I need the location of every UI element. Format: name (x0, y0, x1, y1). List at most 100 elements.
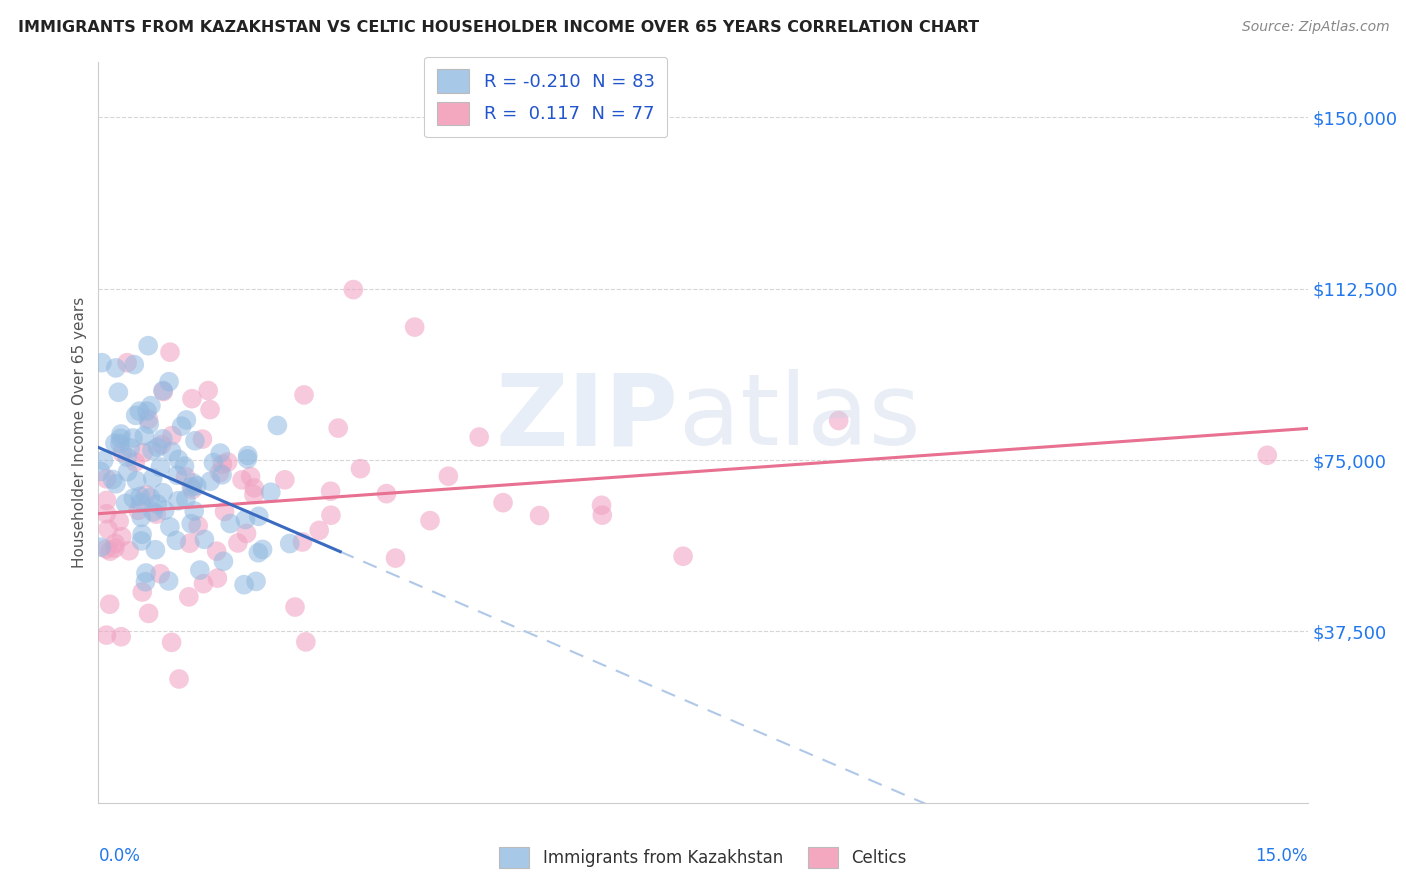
Point (135, 488, 157, 502)
Point (245, 574, 267, 589)
Point (235, 512, 257, 526)
Text: ZIP: ZIP (496, 369, 679, 467)
Point (188, 563, 211, 577)
Point (152, 432, 174, 446)
Point (179, 536, 201, 550)
Point (177, 590, 200, 604)
Point (198, 402, 221, 417)
Point (180, 480, 202, 494)
Point (202, 456, 225, 470)
Point (134, 574, 156, 589)
Point (108, 514, 131, 528)
Point (591, 508, 613, 522)
Point (139, 491, 162, 505)
Point (110, 630, 132, 644)
Point (104, 476, 127, 491)
Point (139, 399, 162, 413)
Point (150, 437, 173, 451)
Point (120, 441, 142, 455)
Point (170, 419, 193, 434)
Point (115, 356, 138, 370)
Point (231, 473, 253, 487)
Point (97, 522, 120, 536)
Point (93, 453, 115, 467)
Point (181, 483, 204, 497)
Point (205, 544, 228, 558)
Point (111, 446, 134, 460)
Point (247, 509, 270, 524)
Point (138, 417, 160, 431)
Point (260, 485, 283, 500)
Text: IMMIGRANTS FROM KAZAKHSTAN VS CELTIC HOUSEHOLDER INCOME OVER 65 YEARS CORRELATIO: IMMIGRANTS FROM KAZAKHSTAN VS CELTIC HOU… (18, 20, 980, 35)
Point (529, 508, 551, 523)
Point (124, 455, 146, 469)
Point (160, 428, 183, 442)
Point (149, 566, 172, 581)
Point (291, 535, 314, 549)
Point (136, 404, 159, 418)
Point (159, 520, 181, 534)
Point (181, 392, 204, 406)
Point (118, 543, 141, 558)
Point (266, 418, 288, 433)
Point (209, 446, 232, 460)
Point (672, 549, 695, 564)
Point (110, 431, 132, 445)
Point (138, 412, 160, 426)
Point (146, 497, 169, 511)
Point (207, 571, 229, 585)
Point (167, 452, 190, 467)
Point (142, 471, 165, 485)
Point (492, 496, 515, 510)
Point (191, 432, 214, 446)
Point (404, 320, 426, 334)
Point (129, 510, 152, 524)
Point (252, 542, 274, 557)
Point (243, 481, 266, 495)
Point (308, 524, 330, 538)
Point (233, 577, 256, 591)
Y-axis label: Householder Income Over 65 years: Householder Income Over 65 years (72, 297, 87, 568)
Point (166, 468, 188, 483)
Point (146, 440, 169, 454)
Point (132, 445, 155, 459)
Point (174, 492, 197, 507)
Point (138, 607, 160, 621)
Point (128, 404, 150, 418)
Point (96, 472, 118, 486)
Point (96, 493, 118, 508)
Point (129, 490, 152, 504)
Point (157, 375, 180, 389)
Point (96, 507, 118, 521)
Point (295, 635, 318, 649)
Point (90, 540, 112, 554)
Point (1256, 448, 1278, 462)
Point (110, 427, 132, 442)
Text: 15.0%: 15.0% (1256, 847, 1308, 865)
Point (149, 460, 172, 475)
Point (437, 469, 460, 483)
Point (104, 436, 127, 450)
Point (115, 450, 138, 464)
Point (153, 503, 176, 517)
Point (284, 600, 307, 615)
Point (384, 551, 406, 566)
Point (208, 466, 231, 480)
Point (247, 546, 270, 560)
Point (319, 508, 342, 523)
Point (193, 576, 215, 591)
Point (160, 635, 183, 649)
Point (174, 469, 197, 483)
Point (159, 345, 181, 359)
Point (135, 566, 157, 580)
Point (243, 487, 266, 501)
Point (152, 384, 174, 399)
Point (104, 536, 127, 550)
Point (111, 530, 134, 544)
Point (131, 527, 153, 541)
Legend: Immigrants from Kazakhstan, Celtics: Immigrants from Kazakhstan, Celtics (492, 840, 914, 875)
Point (129, 496, 152, 510)
Point (419, 514, 441, 528)
Point (104, 360, 127, 375)
Point (125, 474, 148, 488)
